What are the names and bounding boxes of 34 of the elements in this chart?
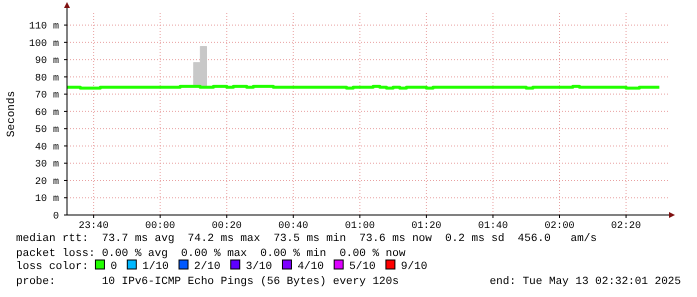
text: end: Tue May 13 02:32:01 2025 [490,276,681,288]
x-tick-label: 02:00 [544,221,575,232]
y-tick-label: 50 m [34,125,59,136]
x-tick-label: 01:00 [344,221,375,232]
legend-label: 5/10 [349,261,376,273]
legend-title: loss color: [16,261,89,273]
legend-label: 4/10 [297,261,324,273]
y-tick-label: 30 m [34,160,59,171]
legend-label: 1/10 [142,261,169,273]
y-tick-label: 0 [52,212,59,222]
y-tick-label: 100 m [28,38,59,50]
x-tick-label: 00:20 [212,221,242,232]
legend-label: 9/10 [400,261,428,273]
y-tick-label: 20 m [34,176,59,188]
x-tick-label: 01:40 [478,221,508,232]
y-tick-label: 60 m [34,108,59,119]
text: median rtt: 73.7 ms avg 74.2 ms max 73.5 ms min 73.6 ms now 0.2 ms sd 456.0 am/s [16,233,597,245]
x-tick-label: 02:20 [611,221,642,232]
text: packet loss: 0.00 % avg 0.00 % max 0.00 % min 0.00 % now [16,248,406,260]
y-tick-label: 70 m [34,90,59,102]
x-tick-label: 00:40 [278,221,308,232]
x-tick-label: 00:00 [145,221,176,232]
y-tick-label: 10 m [34,194,59,206]
y-tick-label: 90 m [34,56,59,68]
y-tick-label: 110 m [28,22,59,33]
y-tick-label: 80 m [34,73,59,84]
y-tick-label: 40 m [34,142,59,154]
legend-label: 3/10 [246,261,272,273]
legend-label: 0 [110,261,118,273]
x-tick-label: 23:40 [78,221,109,232]
x-tick-label: 01:20 [411,221,442,232]
legend-label: 2/10 [194,261,220,273]
y-axis-title: Seconds [6,90,18,138]
text: probe: 10 IPv6-ICMP Echo Pings (56 Bytes) every 120s [16,276,399,288]
